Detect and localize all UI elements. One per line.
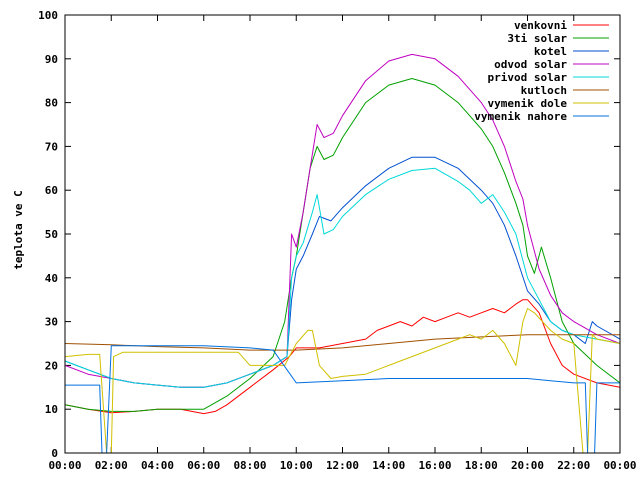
- x-tick-label: 12:00: [326, 459, 359, 472]
- x-tick-label: 14:00: [372, 459, 405, 472]
- series-line-3ti-solar: [64, 78, 621, 412]
- y-tick-label: 100: [38, 9, 58, 22]
- series-layer: [64, 53, 621, 454]
- y-tick-label: 0: [51, 447, 58, 460]
- x-tick-label: 08:00: [233, 459, 266, 472]
- y-tick-label: 90: [45, 53, 58, 66]
- legend-label: venkovni: [514, 19, 567, 32]
- x-tick-label: 02:00: [95, 459, 128, 472]
- y-tick-label: 60: [45, 184, 58, 197]
- series-line-vymenik-dole: [64, 308, 621, 454]
- legend-label: kotel: [534, 45, 567, 58]
- axes: 0 10 20 30 40 50 60 70 80 90 100 00:00 02:00 04:00 06:…: [38, 9, 636, 472]
- legend-label: 3ti solar: [507, 32, 567, 45]
- x-tick-label: 16:00: [418, 459, 451, 472]
- legend-label: vymenik dole: [488, 97, 568, 110]
- series-line-venkovni: [64, 299, 621, 415]
- y-axis-label: teplota ve C: [12, 190, 25, 269]
- legend-label: odvod solar: [494, 58, 567, 71]
- x-tick-label: 18:00: [465, 459, 498, 472]
- y-tick-label: 50: [45, 228, 58, 241]
- y-tick-label: 30: [45, 316, 58, 329]
- series-line-privod-solar: [64, 167, 621, 388]
- x-tick-label: 20:00: [511, 459, 544, 472]
- y-tick-label: 70: [45, 140, 58, 153]
- series-line-kutloch: [64, 334, 620, 351]
- legend-label: privod solar: [488, 71, 568, 84]
- x-tick-label: 06:00: [187, 459, 220, 472]
- plot-frame: [64, 14, 621, 454]
- y-tick-label: 10: [45, 403, 58, 416]
- y-tick-label: 20: [45, 359, 58, 372]
- x-tick-label: 04:00: [141, 459, 174, 472]
- y-tick-label: 80: [45, 97, 58, 110]
- x-tick-label: 00:00: [48, 459, 81, 472]
- y-tick-label: 40: [45, 272, 58, 285]
- legend-label: vymenik nahore: [474, 110, 567, 123]
- x-tick-label: 10:00: [280, 459, 313, 472]
- series-line-vymenik-nahore: [65, 345, 620, 454]
- x-tick-label: 00:00: [603, 459, 636, 472]
- legend-label: kutloch: [521, 84, 567, 97]
- x-tick-label: 22:00: [557, 459, 590, 472]
